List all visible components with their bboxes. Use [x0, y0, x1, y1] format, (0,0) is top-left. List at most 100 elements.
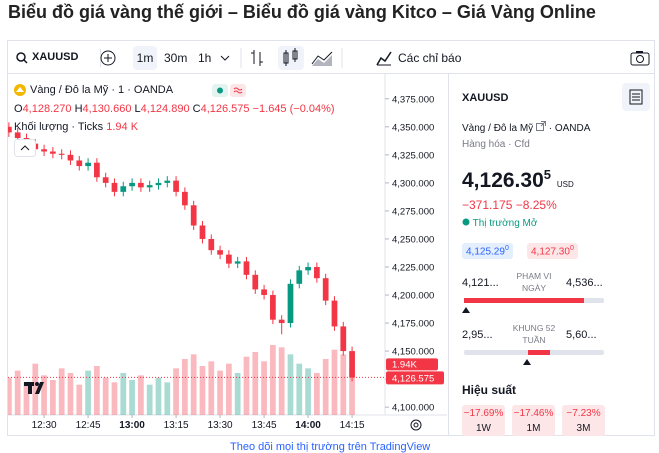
- performance-value: −17.46%: [513, 408, 554, 419]
- candle-body: [129, 182, 135, 187]
- volume-bar: [14, 370, 21, 415]
- candle-body: [58, 153, 65, 155]
- candle-body: [305, 266, 311, 271]
- volume-bar: [270, 345, 276, 415]
- y-tick-label: 4,275.000: [392, 206, 434, 217]
- interval-button[interactable]: 30m: [164, 51, 188, 65]
- volume-bar: [155, 377, 162, 415]
- screenshot-button[interactable]: [630, 50, 650, 66]
- volume-bar: [8, 377, 12, 415]
- candle-body: [243, 261, 250, 275]
- candle-body: [182, 191, 188, 206]
- y-tick-label: 4,300.000: [392, 178, 434, 189]
- interval-button[interactable]: 1h: [198, 51, 212, 65]
- y-tick-label: 4,175.000: [392, 319, 434, 330]
- change-abs: −371.175: [462, 198, 513, 212]
- panel-symbol: XAUUSD: [462, 92, 509, 104]
- candle-body: [76, 160, 83, 167]
- bars-style-button[interactable]: [251, 50, 263, 66]
- ask-chip: 4,127.300: [527, 243, 578, 260]
- candle-body: [349, 351, 355, 378]
- volume-bar: [129, 380, 135, 415]
- external-link-icon[interactable]: [535, 121, 546, 131]
- panel-change: −371.175 −8.25%: [462, 198, 557, 212]
- high-value: 4,130.660: [82, 103, 132, 115]
- compare-button[interactable]: [99, 49, 117, 67]
- panel-name: Vàng / Đô la Mỹ: [462, 123, 534, 134]
- low-label: L: [134, 103, 141, 115]
- day-high: 4,536...: [566, 277, 603, 289]
- candle-body: [190, 205, 197, 226]
- volume-bar: [296, 363, 303, 415]
- performance-box[interactable]: −17.46% 1M: [512, 405, 555, 436]
- indicators-button[interactable]: Các chỉ báo: [398, 51, 462, 65]
- details-button[interactable]: [622, 83, 650, 111]
- volume-bar: [322, 359, 329, 415]
- volume-bar: [67, 373, 74, 415]
- candle-body: [287, 283, 294, 324]
- candle-body: [331, 300, 338, 327]
- performance-title: Hiệu suất: [462, 383, 517, 397]
- y-tick-label: 4,325.000: [392, 150, 434, 161]
- price-currency: USD: [556, 180, 574, 189]
- volume-bar: [164, 382, 171, 415]
- candle-body: [50, 151, 56, 154]
- change-pct: −8.25%: [515, 198, 557, 212]
- x-tick-label: 12:45: [76, 420, 101, 431]
- volume-bar: [226, 363, 232, 415]
- x-tick-label: 13:30: [208, 420, 233, 431]
- close-value: 4,126.575: [200, 103, 250, 115]
- volume-bar: [76, 384, 83, 415]
- symbol-search[interactable]: XAUUSD: [14, 49, 101, 67]
- candle-body: [14, 132, 21, 139]
- volume-bar: [58, 368, 65, 415]
- volume-bar: [111, 382, 118, 415]
- collapse-legend-button[interactable]: [14, 139, 36, 157]
- panel-price: 4,126.305 USD: [462, 167, 574, 193]
- panel-category: Hàng hóa · Cfd: [462, 139, 530, 150]
- candle-body: [252, 274, 259, 290]
- indicators-icon: [376, 51, 392, 66]
- status-dot: [462, 218, 470, 226]
- volume-bar: [41, 375, 47, 415]
- settings-icon[interactable]: [410, 419, 422, 431]
- x-tick-label: 13:45: [252, 420, 277, 431]
- search-icon: [16, 52, 28, 64]
- performance-box[interactable]: −17.69% 1W: [462, 405, 505, 436]
- footer-link[interactable]: Theo dõi mọi thị trường trên TradingView: [230, 441, 431, 453]
- tradingview-logo: [24, 382, 44, 394]
- volume-bar: [243, 356, 250, 415]
- day-range-bar: [462, 298, 604, 313]
- volume-bar: [190, 354, 197, 415]
- volume-legend: Khối lượng · Ticks 1.94 K: [14, 121, 138, 133]
- candle-body: [199, 225, 206, 239]
- candle-body: [164, 180, 171, 183]
- performance-box[interactable]: −7.23% 3M: [562, 405, 605, 436]
- candle-body: [146, 185, 153, 188]
- candle-body: [102, 177, 109, 183]
- area-style-button[interactable]: [311, 51, 333, 66]
- y-tick-label: 4,200.000: [392, 291, 434, 302]
- interval-button[interactable]: 1m: [133, 46, 157, 70]
- volume-bar: [305, 368, 311, 415]
- volume-bar: [173, 368, 179, 415]
- candle-body: [155, 182, 162, 186]
- ask-sup: 0: [569, 245, 574, 252]
- market-open: Thị trường Mở: [462, 218, 537, 229]
- interval-dropdown[interactable]: [220, 54, 230, 62]
- candle-body: [340, 326, 347, 352]
- volume-bar: [120, 373, 127, 415]
- open-value: 4,128.270: [22, 103, 72, 115]
- x-tick-label: 13:15: [164, 420, 189, 431]
- volume-label: Khối lượng · Ticks: [14, 121, 104, 133]
- toolbar: [8, 41, 654, 74]
- panel-name-row: Vàng / Đô la Mỹ · OANDA: [462, 121, 590, 134]
- volume-bar: [199, 366, 206, 415]
- price-main: 4,126.30: [462, 169, 544, 192]
- volume-bar: [261, 361, 267, 415]
- y-tick-label: 4,100.000: [392, 403, 434, 414]
- y-tick-label: 4,225.000: [392, 262, 434, 273]
- symbol: XAUUSD: [32, 51, 79, 63]
- ohlc-legend: O4,128.270 H4,130.660 L4,124.890 C4,126.…: [14, 103, 335, 115]
